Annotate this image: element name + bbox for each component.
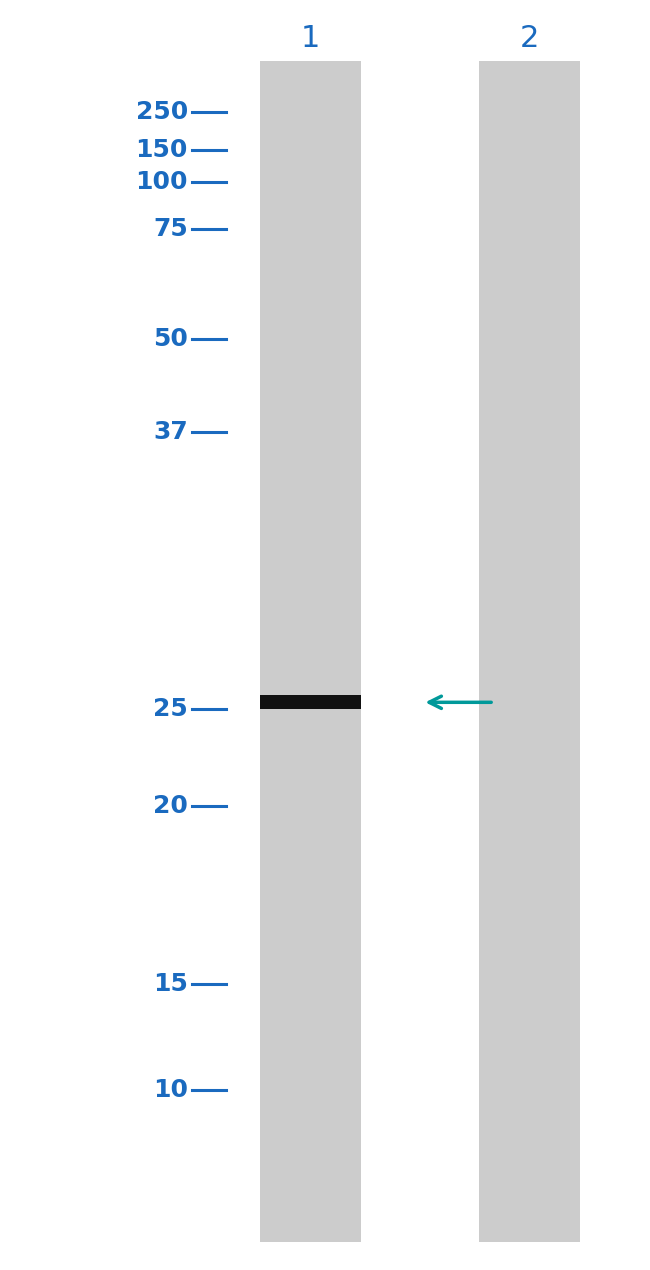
Text: 75: 75 [153, 217, 188, 240]
Text: 1: 1 [301, 24, 320, 52]
Bar [260, 696, 361, 709]
Bar [480, 61, 580, 1242]
Bar [260, 61, 361, 1242]
Text: 37: 37 [153, 420, 188, 443]
Text: 15: 15 [153, 973, 188, 996]
Text: 250: 250 [135, 100, 188, 123]
Text: 50: 50 [153, 328, 188, 351]
Text: 20: 20 [153, 795, 188, 818]
Text: 150: 150 [135, 138, 188, 161]
Text: 2: 2 [520, 24, 540, 52]
Text: 25: 25 [153, 697, 188, 720]
Text: 10: 10 [153, 1078, 188, 1101]
Text: 100: 100 [135, 170, 188, 193]
